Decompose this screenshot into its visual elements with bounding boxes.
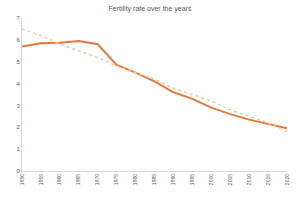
- svg-text:1995: 1995: [189, 174, 195, 185]
- svg-text:1960: 1960: [56, 174, 62, 185]
- svg-text:2000: 2000: [208, 174, 214, 185]
- svg-text:1980: 1980: [132, 174, 138, 185]
- svg-text:2010: 2010: [246, 174, 252, 185]
- svg-text:1975: 1975: [113, 174, 119, 185]
- svg-text:1: 1: [16, 146, 20, 152]
- svg-text:5: 5: [16, 59, 20, 65]
- svg-text:2005: 2005: [227, 174, 233, 185]
- svg-text:1970: 1970: [94, 174, 100, 185]
- svg-text:1985: 1985: [151, 174, 157, 185]
- svg-text:Fertility rate over the years: Fertility rate over the years: [109, 5, 192, 13]
- svg-text:1965: 1965: [75, 174, 81, 185]
- svg-text:4: 4: [16, 81, 20, 87]
- svg-text:2015: 2015: [265, 174, 271, 185]
- svg-text:1990: 1990: [170, 174, 176, 185]
- svg-text:1955: 1955: [38, 174, 44, 185]
- svg-text:3: 3: [16, 103, 20, 109]
- svg-text:6: 6: [16, 37, 20, 43]
- svg-text:2020: 2020: [284, 174, 290, 185]
- svg-text:0: 0: [16, 168, 20, 174]
- svg-text:1950: 1950: [19, 174, 25, 185]
- svg-text:7: 7: [16, 15, 20, 21]
- svg-text:2: 2: [16, 124, 20, 130]
